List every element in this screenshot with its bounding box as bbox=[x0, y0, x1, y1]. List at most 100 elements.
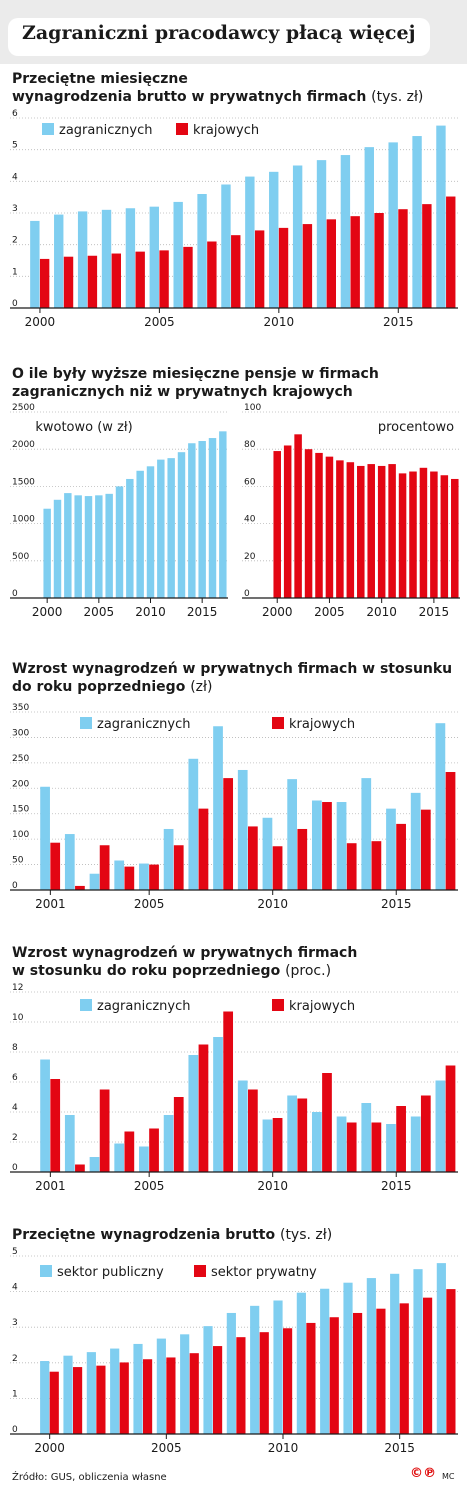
chart1-legend-label: krajowych bbox=[193, 123, 259, 138]
chart1-bar bbox=[254, 230, 265, 308]
chart1-bar bbox=[292, 165, 303, 308]
chart4-svg: 0 2 4 6 8 10 12 2001 2005 2010 2015 zagranicznych kr… bbox=[10, 983, 458, 1193]
chart4-bar bbox=[346, 843, 357, 890]
chart6-y-tick-label: 5 bbox=[12, 1247, 18, 1257]
chart2-y-tick-label: 1500 bbox=[12, 477, 35, 487]
author-initials: MC bbox=[442, 1472, 455, 1481]
chart1-bar bbox=[278, 227, 289, 308]
chart6-bar bbox=[283, 1328, 293, 1434]
chart5-bar bbox=[223, 1011, 234, 1172]
chart5-bar bbox=[237, 1080, 248, 1172]
chart5-bar bbox=[124, 1131, 135, 1172]
chart5-bar bbox=[114, 1143, 125, 1172]
chart1-bar bbox=[231, 235, 241, 308]
chart6-bar bbox=[250, 1305, 260, 1434]
chart2-bar bbox=[126, 478, 134, 598]
chart2-bar bbox=[105, 493, 113, 598]
chart2-bar bbox=[84, 496, 93, 598]
title-pill bbox=[8, 18, 430, 56]
chart1-y-tick-label: 1 bbox=[12, 267, 18, 277]
chart2-bar bbox=[167, 458, 175, 598]
chart1-bar bbox=[30, 220, 40, 308]
chart6-bar bbox=[73, 1367, 83, 1434]
chart4-y-tick-label: 200 bbox=[12, 779, 29, 789]
chart1-bar bbox=[63, 256, 74, 308]
chart2-bar bbox=[177, 452, 186, 598]
chart3-bar bbox=[409, 471, 417, 598]
chart1-y-tick-label: 3 bbox=[12, 204, 18, 214]
chart6-y-tick-label: 3 bbox=[12, 1318, 18, 1328]
chart1-legend-swatch bbox=[42, 123, 54, 135]
chart1-bar bbox=[173, 201, 183, 308]
chart2-y-tick-label: 2500 bbox=[12, 403, 35, 413]
chart4-title-line1: Wzrost wynagrodzeń w prywatnych firmach bbox=[12, 945, 358, 961]
chart1-y-tick-label: 0 bbox=[12, 299, 18, 309]
chart5-bar bbox=[311, 1112, 322, 1172]
chart6-bar bbox=[436, 1263, 446, 1434]
chart2-bar bbox=[115, 486, 124, 598]
chart4-bar bbox=[149, 864, 159, 890]
chart5-bar bbox=[40, 1059, 50, 1172]
chart3-bar bbox=[451, 478, 459, 598]
chart5-bar bbox=[287, 1095, 298, 1172]
chart5-bar bbox=[188, 1055, 199, 1172]
chart2-bar bbox=[95, 495, 103, 598]
chart3-bar bbox=[346, 462, 355, 598]
chart2-y-tick-label: 1000 bbox=[12, 515, 35, 525]
chart3-bar bbox=[419, 467, 428, 598]
chart5-bar bbox=[336, 1116, 347, 1172]
chart6-bar bbox=[236, 1337, 246, 1434]
chart1-x-tick-label: 2010 bbox=[264, 315, 295, 329]
chart2-bar bbox=[64, 493, 72, 598]
chart6-legend-swatch bbox=[194, 1265, 206, 1277]
chart5-bar bbox=[213, 1037, 223, 1172]
chart1-bar bbox=[364, 147, 374, 308]
chart2-y-tick-label: 0 bbox=[12, 589, 18, 599]
chart2-title-line2: zagranicznych niż w prywatnych krajowych bbox=[12, 384, 353, 400]
chart4-bar bbox=[322, 802, 332, 890]
chart4-bar bbox=[248, 826, 258, 890]
chart6-bar bbox=[366, 1278, 376, 1434]
chart6-bar bbox=[423, 1297, 433, 1434]
chart1-svg: 0 1 2 3 4 5 6 2000 2005 2010 2015 zagranicznych kraj… bbox=[10, 109, 458, 329]
chart1-bar bbox=[398, 209, 408, 308]
chart2-title: O ile były wyższe miesięczne pensje w fi… bbox=[12, 365, 379, 401]
chart6-bar bbox=[96, 1365, 106, 1434]
chart3-x-tick-label: 2010 bbox=[366, 605, 397, 619]
chart1-bar bbox=[388, 142, 398, 308]
chart6-bar bbox=[213, 1346, 223, 1434]
chart3-bar bbox=[315, 452, 323, 598]
chart5-bar bbox=[396, 1106, 406, 1172]
chart3-bar bbox=[294, 434, 302, 598]
chart5-bar bbox=[346, 1122, 357, 1172]
chart5-bar bbox=[420, 1095, 431, 1172]
chart5-bar bbox=[149, 1128, 159, 1172]
chart4-y-tick-label: 100 bbox=[12, 830, 29, 840]
chart1-bar bbox=[183, 246, 193, 308]
chart4-bar bbox=[99, 845, 110, 890]
chart3-title-line1: Wzrost wynagrodzeń w prywatnych firmach … bbox=[12, 661, 453, 677]
chart1-bar bbox=[302, 224, 313, 308]
chart4-bar bbox=[237, 769, 248, 890]
chart1-bar bbox=[446, 196, 456, 308]
chart5-bar bbox=[50, 1079, 61, 1172]
chart1-bar bbox=[207, 241, 217, 308]
chart4-title-line2: w stosunku do roku poprzedniego (proc.) bbox=[12, 963, 332, 979]
chart4-legend-label: zagranicznych bbox=[97, 717, 191, 732]
chart5-bar bbox=[99, 1089, 110, 1172]
chart6-bar bbox=[133, 1343, 143, 1434]
chart3-inline-label: procentowo bbox=[378, 420, 454, 435]
chart5-title: Przeciętne wynagrodzenia brutto (tys. zł… bbox=[12, 1227, 333, 1243]
chart3-bar bbox=[273, 451, 281, 598]
chart4-bar bbox=[223, 778, 234, 890]
chart5-x-tick-label: 2015 bbox=[381, 1179, 412, 1193]
chart1-bar bbox=[111, 253, 121, 308]
chart6-x-tick-label: 2010 bbox=[268, 1441, 299, 1455]
chart1-bar bbox=[269, 171, 279, 308]
chart4-bar bbox=[114, 860, 125, 890]
main-title: Zagraniczni pracodawcy płacą więcej bbox=[22, 22, 416, 44]
chart1-bar bbox=[39, 258, 50, 308]
chart6-x-tick-label: 2015 bbox=[384, 1441, 415, 1455]
chart6-legend-swatch bbox=[40, 1265, 52, 1277]
chart5-legend-swatch bbox=[80, 999, 92, 1011]
